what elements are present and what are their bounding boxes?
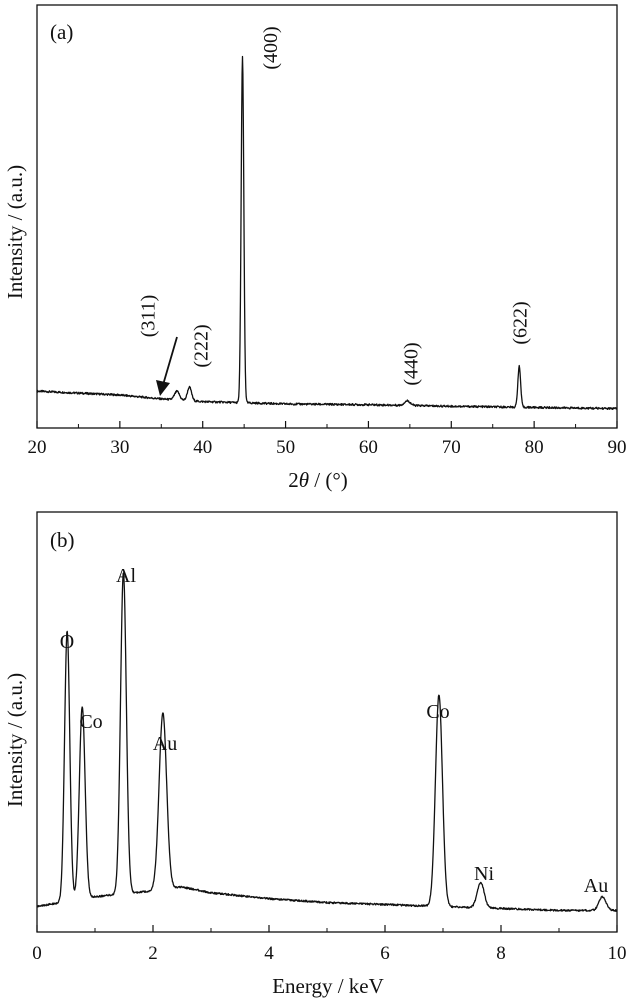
x-tick-label: 0 [32,943,42,964]
xrd-x-axis-title: 2θ / (°) [288,468,348,492]
xrd-y-axis-title: Intensity / (a.u.) [3,165,27,299]
xrd-x-ticks [36,421,618,428]
x-tick-label: 90 [608,437,627,458]
eds-panel-label: (b) [50,528,75,552]
eds-spectrum-line [36,572,618,912]
x-tick-label: 80 [525,437,544,458]
peak-label: (622) [510,301,532,344]
xrd-plot-frame [36,4,618,429]
peak-label: Co [426,701,449,723]
x-tick-label: 8 [496,943,506,964]
x-tick-label: 4 [264,943,274,964]
eds-peak-labels: O Co Al Au Co Ni Au [60,565,608,897]
xrd-pattern-line [36,55,618,411]
peak-label: Au [153,733,177,755]
x-tick-label: 60 [359,437,378,458]
xrd-x-tick-labels: 20 30 40 50 60 70 80 90 [28,437,627,458]
peak-label: (311) [138,295,160,338]
x-tick-label: 70 [442,437,461,458]
x-tick-label: 10 [608,943,627,964]
xrd-311-arrow [156,336,178,396]
peak-label: (400) [260,26,282,69]
eds-y-axis-title: Intensity / (a.u.) [3,673,27,807]
x-tick-label: 30 [110,437,129,458]
x-tick-label: 2 [148,943,158,964]
eds-x-axis-title: Energy / keV [272,974,384,998]
x-tick-label: 40 [193,437,212,458]
peak-label: O [60,631,74,653]
eds-x-ticks [36,925,618,932]
peak-label: (440) [401,342,423,385]
peak-label: Co [79,711,102,733]
peak-label: Al [116,565,136,587]
x-tick-label: 6 [380,943,390,964]
eds-x-tick-labels: 0 2 4 6 8 10 [32,943,626,964]
x-tick-label: 20 [28,437,47,458]
peak-label: Au [584,875,608,897]
x-tick-label: 50 [276,437,295,458]
peak-label: Ni [474,863,494,885]
peak-label: (222) [191,324,213,367]
xrd-panel: 20 30 40 50 60 70 80 90 (311) (222) (400) (440) (62… [3,4,627,492]
eds-panel: 0 2 4 6 8 10 O Co Al Au Co Ni Au (b) Intensity / (a… [3,511,627,998]
xrd-panel-label: (a) [50,20,73,44]
xrd-peak-labels: (311) (222) (400) (440) (622) [138,26,532,385]
